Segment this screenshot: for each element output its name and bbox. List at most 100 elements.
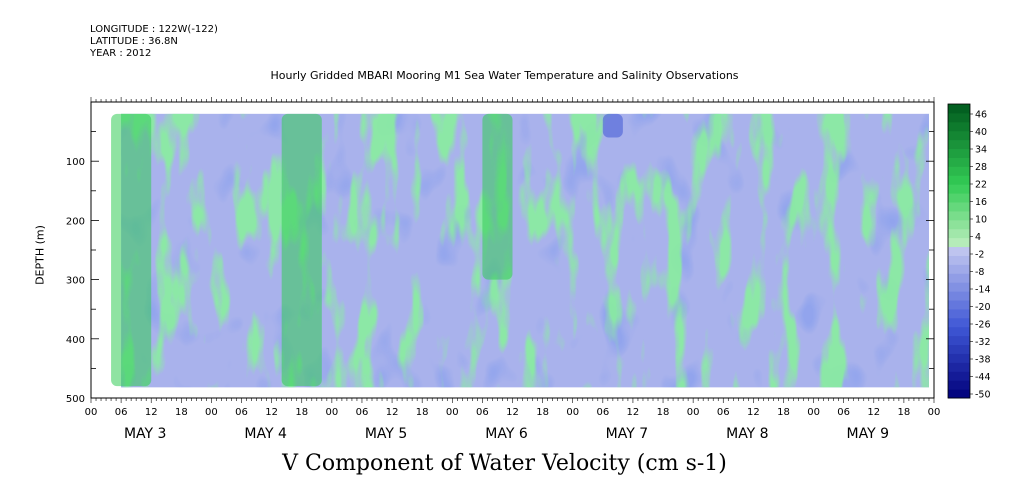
colorbar-cell xyxy=(948,291,970,301)
colorbar-label: 34 xyxy=(975,145,987,156)
x-date-label: MAY 8 xyxy=(726,426,768,442)
x-tick-label: 12 xyxy=(506,407,519,418)
colorbar-cell xyxy=(948,202,970,212)
colorbar-cell xyxy=(948,148,970,158)
colorbar-cell xyxy=(948,193,970,203)
x-tick-label: 12 xyxy=(627,407,640,418)
colorbar-cell xyxy=(948,326,970,337)
colorbar-label: -44 xyxy=(975,372,991,383)
colorbar-label: -8 xyxy=(975,267,984,278)
colorbar-label: 40 xyxy=(975,127,987,138)
x-tick-label: 00 xyxy=(928,407,941,418)
colorbar-cell xyxy=(948,380,970,390)
x-tick-label: 00 xyxy=(687,407,700,418)
colorbar-label: -26 xyxy=(975,320,991,331)
x-tick-label: 06 xyxy=(235,407,248,418)
colorbar-cell xyxy=(948,228,970,239)
x-tick-label: 00 xyxy=(85,407,98,418)
x-date-label: MAY 6 xyxy=(485,426,528,442)
x-tick-label: 18 xyxy=(777,407,790,418)
colorbar-cell xyxy=(948,246,970,256)
y-tick-label: 500 xyxy=(66,394,85,405)
colorbar-label: 28 xyxy=(975,162,987,173)
x-tick-label: 12 xyxy=(747,407,760,418)
x-tick-label: 12 xyxy=(867,407,880,418)
x-tick-label: 06 xyxy=(837,407,850,418)
x-tick-label: 18 xyxy=(295,407,308,418)
x-date-label: MAY 7 xyxy=(606,426,648,442)
colorbar-cell xyxy=(948,219,970,230)
colorbar-cell xyxy=(948,157,970,167)
colorbar-cell xyxy=(948,344,970,354)
x-tick-label: 18 xyxy=(657,407,670,418)
heatmap-feature-1 xyxy=(281,113,322,387)
colorbar-cell xyxy=(948,166,970,176)
chart-title: Hourly Gridded MBARI Mooring M1 Sea Wate… xyxy=(270,69,739,82)
y-tick-label: 300 xyxy=(66,276,85,287)
heatmap-feature-0 xyxy=(111,113,152,387)
colorbar-cell xyxy=(948,255,970,265)
colorbar-cell xyxy=(948,389,970,399)
latitude-label: LATITUDE : 36.8N xyxy=(90,36,178,47)
colorbar-cell xyxy=(948,175,970,185)
y-tick-label: 100 xyxy=(66,157,85,168)
colorbar-label: 10 xyxy=(975,215,987,226)
colorbar-cell xyxy=(948,282,970,292)
colorbar-label: -50 xyxy=(975,390,991,401)
chart-caption: V Component of Water Velocity (cm s-1) xyxy=(282,451,727,476)
x-tick-label: 00 xyxy=(205,407,218,418)
x-tick-label: 06 xyxy=(717,407,730,418)
colorbar-cell xyxy=(948,210,970,221)
x-tick-label: 00 xyxy=(807,407,820,418)
x-tick-label: 18 xyxy=(536,407,549,418)
x-tick-label: 12 xyxy=(386,407,399,418)
y-tick-label: 400 xyxy=(66,335,85,346)
colorbar-cell xyxy=(948,121,970,132)
colorbar-label: -32 xyxy=(975,337,991,348)
x-tick-label: 06 xyxy=(115,407,128,418)
x-tick-label: 00 xyxy=(566,407,579,418)
colorbar-frame xyxy=(947,103,971,399)
x-date-label: MAY 4 xyxy=(244,426,287,442)
colorbar-label: 46 xyxy=(975,110,987,121)
x-tick-label: 18 xyxy=(416,407,429,418)
x-tick-label: 06 xyxy=(356,407,369,418)
x-tick-label: 00 xyxy=(325,407,338,418)
colorbar-label: -38 xyxy=(975,355,991,366)
x-tick-label: 12 xyxy=(145,407,158,418)
colorbar-label: 4 xyxy=(975,232,981,243)
colorbar-cell xyxy=(948,184,970,194)
heatmap-positive-patches xyxy=(121,113,929,388)
x-tick-label: 06 xyxy=(596,407,609,418)
x-tick-label: 00 xyxy=(446,407,459,418)
colorbar-cell xyxy=(948,104,970,114)
colorbar-cell xyxy=(948,237,970,248)
colorbar-cell xyxy=(948,264,970,274)
x-tick-label: 18 xyxy=(898,407,911,418)
x-date-label: MAY 5 xyxy=(365,426,407,442)
colorbar-cell xyxy=(948,317,970,328)
colorbar-cell xyxy=(948,353,970,363)
colorbar-label: -14 xyxy=(975,285,991,296)
x-date-label: MAY 3 xyxy=(124,426,166,442)
colorbar-label: 16 xyxy=(975,197,987,208)
x-tick-label: 18 xyxy=(175,407,188,418)
colorbar-cell xyxy=(948,371,970,381)
x-tick-label: 06 xyxy=(476,407,489,418)
colorbar-label: -20 xyxy=(975,302,991,313)
heatmap-feature-2 xyxy=(482,113,513,280)
colorbar-cell xyxy=(948,130,970,141)
x-tick-label: 12 xyxy=(265,407,278,418)
colorbar-cell xyxy=(948,308,970,319)
colorbar-cell xyxy=(948,362,970,372)
x-date-label: MAY 9 xyxy=(847,426,889,442)
heatmap-feature-3 xyxy=(602,113,623,138)
y-tick-label: 200 xyxy=(66,216,85,227)
year-label: YEAR : 2012 xyxy=(90,48,152,59)
colorbar-label: 22 xyxy=(975,180,987,191)
colorbar-cell xyxy=(948,300,970,310)
colorbar-cell xyxy=(948,273,970,283)
longitude-label: LONGITUDE : 122W(-122) xyxy=(90,24,218,35)
colorbar-label: -2 xyxy=(975,250,984,261)
